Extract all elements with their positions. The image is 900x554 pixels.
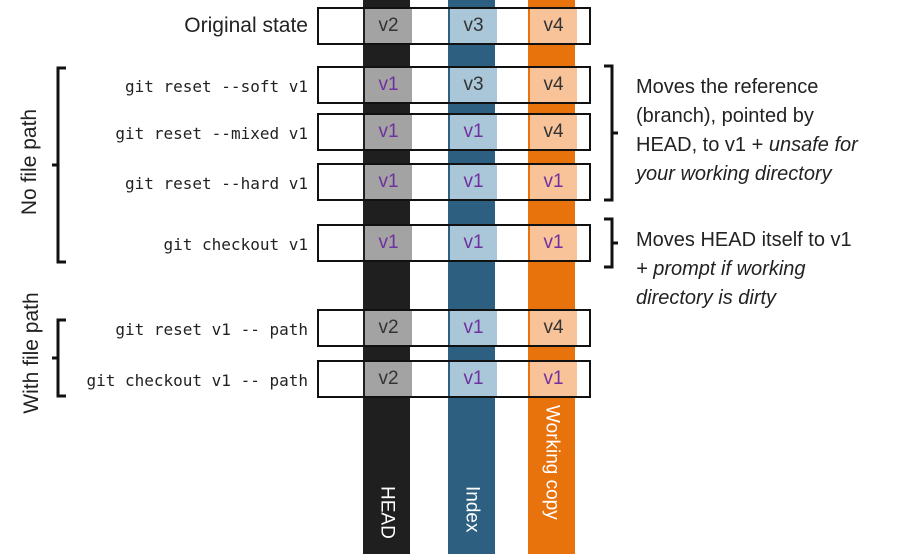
reset-note-line2: (branch), pointed by bbox=[636, 105, 814, 127]
index-value: v1 bbox=[450, 165, 497, 199]
head-value: v1 bbox=[365, 226, 412, 260]
working-value: v1 bbox=[530, 362, 577, 396]
row-label-original-state: Original state bbox=[184, 14, 308, 37]
head-value: v2 bbox=[365, 311, 412, 345]
working-value: v4 bbox=[530, 115, 577, 149]
row-reset-mixed: v1 v1 v4 bbox=[317, 113, 591, 151]
checkout-note-line2-italic: + prompt if working bbox=[636, 258, 806, 280]
reset-note-line4: your working directory bbox=[636, 160, 898, 189]
working-value: v4 bbox=[530, 9, 577, 43]
checkout-note-line1: Moves HEAD itself to v1 bbox=[636, 229, 852, 251]
checkout-note-line2: + prompt if working bbox=[636, 255, 898, 284]
checkout-note: Moves HEAD itself to v1 + prompt if work… bbox=[636, 226, 898, 313]
checkout-note-bracket bbox=[604, 217, 614, 269]
working-value: v4 bbox=[530, 68, 577, 102]
no-file-path-label: No file path bbox=[18, 108, 41, 216]
reset-note-line1: Moves the reference bbox=[636, 76, 819, 98]
index-value: v1 bbox=[450, 115, 497, 149]
head-value: v1 bbox=[365, 68, 412, 102]
head-value: v2 bbox=[365, 362, 412, 396]
row-checkout-path: v2 v1 v1 bbox=[317, 360, 591, 398]
head-column-label: HEAD bbox=[376, 486, 398, 539]
index-value: v1 bbox=[450, 311, 497, 345]
row-checkout: v1 v1 v1 bbox=[317, 224, 591, 262]
with-file-path-bracket bbox=[56, 318, 66, 398]
row-reset-soft: v1 v3 v4 bbox=[317, 66, 591, 104]
reset-note-bracket bbox=[604, 64, 614, 202]
row-label-reset-soft: git reset --soft v1 bbox=[124, 77, 308, 96]
reset-note-line3-plain: HEAD, to v1 + bbox=[636, 134, 769, 156]
index-value: v1 bbox=[450, 226, 497, 260]
checkout-note-line3-italic: directory is dirty bbox=[636, 287, 777, 309]
index-column-label: Index bbox=[461, 486, 483, 533]
no-file-path-bracket bbox=[56, 66, 66, 264]
row-label-reset-mixed: git reset --mixed v1 bbox=[115, 124, 308, 143]
row-reset-path: v2 v1 v4 bbox=[317, 309, 591, 347]
head-value: v1 bbox=[365, 165, 412, 199]
head-value: v2 bbox=[365, 9, 412, 43]
working-value: v1 bbox=[530, 165, 577, 199]
checkout-note-line3: directory is dirty bbox=[636, 284, 898, 313]
head-value: v1 bbox=[365, 115, 412, 149]
row-original-state: v2 v3 v4 bbox=[317, 7, 591, 45]
reset-note: Moves the reference (branch), pointed by… bbox=[636, 73, 898, 189]
index-value: v3 bbox=[450, 9, 497, 43]
reset-note-line3: HEAD, to v1 + unsafe for bbox=[636, 131, 898, 160]
index-value: v1 bbox=[450, 362, 497, 396]
row-label-reset-path: git reset v1 -- path bbox=[115, 320, 308, 339]
index-value: v3 bbox=[450, 68, 497, 102]
working-value: v1 bbox=[530, 226, 577, 260]
with-file-path-label: With file path bbox=[20, 292, 43, 414]
row-label-reset-hard: git reset --hard v1 bbox=[124, 174, 308, 193]
row-reset-hard: v1 v1 v1 bbox=[317, 163, 591, 201]
working-value: v4 bbox=[530, 311, 577, 345]
reset-note-line4-italic: your working directory bbox=[636, 163, 832, 185]
row-label-checkout-path: git checkout v1 -- path bbox=[86, 371, 308, 390]
reset-note-line3-italic: unsafe for bbox=[768, 134, 858, 156]
working-copy-column-label: Working copy bbox=[541, 405, 563, 520]
row-label-checkout: git checkout v1 bbox=[163, 235, 309, 254]
